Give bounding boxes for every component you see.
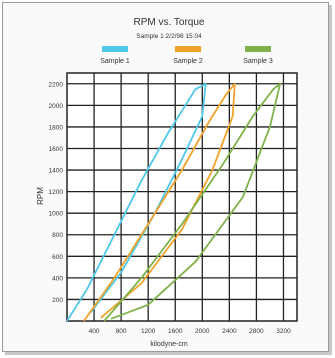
y-tick-label: 1200 bbox=[49, 189, 64, 196]
plot-border bbox=[66, 72, 298, 322]
y-tick-label: 400 bbox=[52, 275, 63, 282]
legend-label-sample-2: Sample 2 bbox=[173, 58, 203, 65]
legend-swatch-sample-1 bbox=[102, 46, 128, 52]
y-tick-label: 1800 bbox=[49, 124, 64, 131]
chart-title: RPM vs. Torque bbox=[134, 17, 205, 28]
x-tick-label: 400 bbox=[89, 328, 100, 335]
series-line-sample-2 bbox=[83, 82, 236, 322]
legend: Sample 1 Sample 2 Sample 3 bbox=[100, 46, 273, 65]
y-tick-label: 800 bbox=[52, 232, 63, 239]
y-tick-label: 2200 bbox=[49, 81, 64, 88]
x-tick-label: 2000 bbox=[195, 328, 210, 335]
y-tick-label: 600 bbox=[52, 254, 63, 261]
legend-label-sample-3: Sample 3 bbox=[243, 58, 273, 65]
x-tick-label: 800 bbox=[116, 328, 127, 335]
x-tick-label: 1600 bbox=[168, 328, 183, 335]
legend-swatch-sample-3 bbox=[245, 46, 271, 52]
plot-background bbox=[67, 73, 297, 321]
legend-label-sample-1: Sample 1 bbox=[100, 58, 130, 65]
x-axis-label: kilodyne-cm bbox=[150, 341, 188, 348]
y-tick-label: 200 bbox=[52, 297, 63, 304]
x-tick-label: 3200 bbox=[276, 328, 291, 335]
y-tick-label: 1400 bbox=[49, 168, 64, 175]
series-line-sample-3 bbox=[103, 82, 282, 322]
y-axis-label: RPM bbox=[36, 187, 45, 205]
plot-area: 400 800 1200 1600 2000 2400 2800 3200 200 400 600 8… bbox=[49, 72, 298, 335]
chart-frame: RPM vs. Torque Sample 1 2/2/98 15:04 RPM… bbox=[2, 2, 329, 352]
y-tick-label: 1000 bbox=[49, 211, 64, 218]
rpm-torque-chart: RPM vs. Torque Sample 1 2/2/98 15:04 RPM… bbox=[36, 17, 298, 348]
x-tick-label: 2800 bbox=[249, 328, 264, 335]
x-tick-label: 2400 bbox=[222, 328, 237, 335]
y-tick-label: 2000 bbox=[49, 103, 64, 110]
y-tick-label: 1600 bbox=[49, 146, 64, 153]
legend-swatch-sample-2 bbox=[175, 46, 201, 52]
chart-subtitle: Sample 1 2/2/98 15:04 bbox=[136, 33, 202, 40]
x-tick-label: 1200 bbox=[141, 328, 156, 335]
